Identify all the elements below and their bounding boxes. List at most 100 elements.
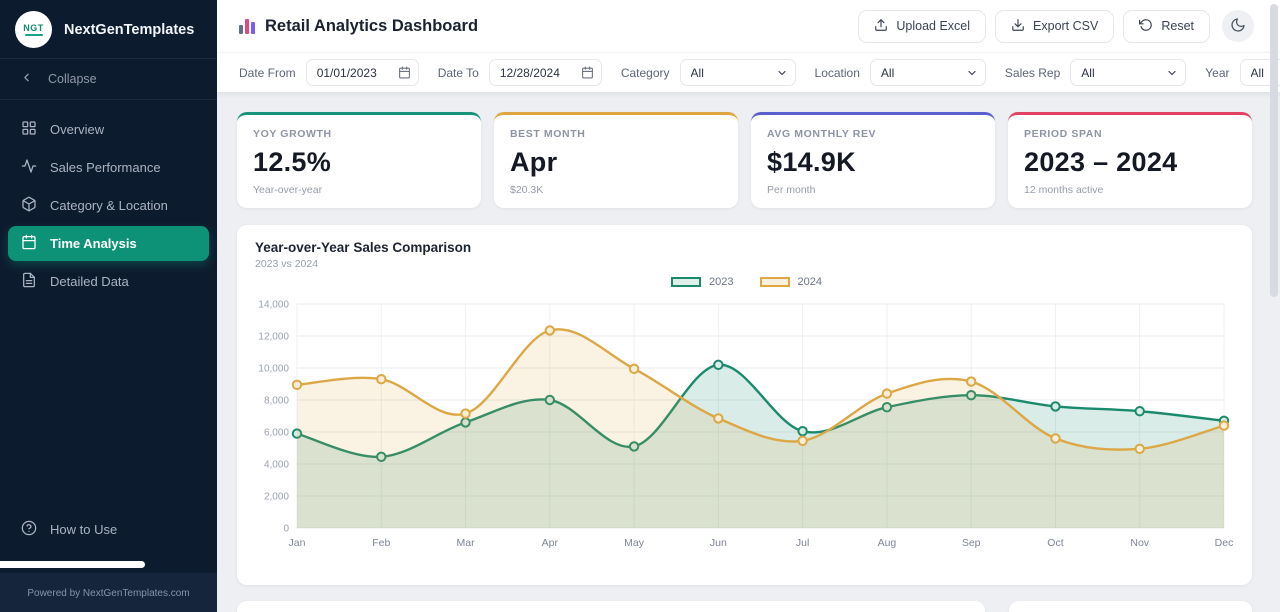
- kpi-sub: 12 months active: [1024, 184, 1236, 196]
- collapse-button[interactable]: Collapse: [0, 59, 217, 100]
- x-tick-label: Dec: [1215, 537, 1234, 549]
- category-select[interactable]: All: [680, 59, 796, 86]
- vertical-scrollbar-thumb[interactable]: [1270, 4, 1278, 297]
- filter-location: Location All: [815, 59, 986, 86]
- date-to-input[interactable]: [489, 59, 602, 86]
- main-area: Retail Analytics Dashboard Upload Excel …: [217, 0, 1280, 612]
- kpi-row: YOY GROWTH 12.5% Year-over-year BEST MON…: [237, 112, 1252, 208]
- sidebar-nav: Overview Sales Performance Category & Lo…: [0, 100, 217, 311]
- calendar-icon: [21, 234, 37, 253]
- data-point-2024: [1220, 421, 1228, 429]
- y-tick-label: 2,000: [264, 492, 289, 503]
- export-csv-button[interactable]: Export CSV: [995, 10, 1114, 43]
- x-tick-label: Aug: [878, 537, 897, 549]
- upload-icon: [874, 18, 888, 35]
- kpi-sub: Year-over-year: [253, 184, 465, 196]
- x-tick-label: May: [624, 537, 645, 549]
- data-point-2023: [798, 427, 806, 435]
- data-point-2024: [1136, 445, 1144, 453]
- header: Retail Analytics Dashboard Upload Excel …: [217, 0, 1280, 52]
- date-from-input[interactable]: [306, 59, 419, 86]
- data-point-2024: [293, 381, 301, 389]
- filter-year: Year All: [1205, 59, 1280, 86]
- sales-rep-select[interactable]: All: [1070, 59, 1186, 86]
- data-point-2024: [546, 326, 554, 334]
- help-circle-icon: [21, 520, 37, 539]
- chart-legend: 2023 2024: [255, 276, 1238, 288]
- moon-icon: [1230, 17, 1246, 36]
- y-tick-label: 4,000: [264, 460, 289, 471]
- x-tick-label: Sep: [962, 537, 981, 549]
- legend-label-2024: 2024: [798, 276, 822, 288]
- legend-item-2023[interactable]: 2023: [671, 276, 733, 288]
- package-icon: [21, 196, 37, 215]
- y-tick-label: 6,000: [264, 428, 289, 439]
- kpi-card-yoy-growth: YOY GROWTH 12.5% Year-over-year: [237, 112, 481, 208]
- chart-title: Year-over-Year Sales Comparison: [255, 240, 1238, 255]
- content-area: YOY GROWTH 12.5% Year-over-year BEST MON…: [217, 92, 1280, 612]
- sidebar-item-category-location[interactable]: Category & Location: [8, 188, 209, 223]
- kpi-label: PERIOD SPAN: [1024, 128, 1236, 140]
- data-point-2023: [1136, 407, 1144, 415]
- data-point-2023: [714, 361, 722, 369]
- sidebar-item-label: Detailed Data: [50, 274, 129, 289]
- upload-excel-label: Upload Excel: [896, 19, 970, 33]
- kpi-card-best-month: BEST MONTH Apr $20.3K: [494, 112, 738, 208]
- reset-button[interactable]: Reset: [1123, 10, 1210, 43]
- theme-toggle-button[interactable]: [1222, 10, 1254, 42]
- kpi-value: $14.9K: [767, 147, 979, 178]
- filter-bar: Date From Date To Category All: [217, 52, 1280, 92]
- y-tick-label: 14,000: [258, 300, 289, 311]
- sidebar-item-detailed-data[interactable]: Detailed Data: [8, 264, 209, 299]
- kpi-sub: Per month: [767, 184, 979, 196]
- date-to-label: Date To: [438, 66, 479, 80]
- powered-by-text: Powered by NextGenTemplates.com: [27, 588, 189, 599]
- sidebar-footer: Powered by NextGenTemplates.com: [0, 573, 217, 612]
- sidebar-item-label: Sales Performance: [50, 160, 161, 175]
- bar-chart-icon: [239, 18, 255, 34]
- sales-rep-label: Sales Rep: [1005, 66, 1060, 80]
- y-tick-label: 12,000: [258, 332, 289, 343]
- brand-row: NGT NextGenTemplates: [0, 0, 217, 59]
- location-select[interactable]: All: [870, 59, 986, 86]
- app-window: NGT NextGenTemplates Collapse Overview S…: [0, 0, 1280, 612]
- legend-swatch-2023: [671, 277, 701, 287]
- y-tick-label: 8,000: [264, 396, 289, 407]
- data-point-2024: [377, 375, 385, 383]
- sidebar-item-label: Time Analysis: [50, 236, 137, 251]
- sidebar-horizontal-scrollbar[interactable]: [0, 561, 145, 568]
- kpi-value: 12.5%: [253, 147, 465, 178]
- sidebar: NGT NextGenTemplates Collapse Overview S…: [0, 0, 217, 612]
- collapse-label: Collapse: [48, 72, 97, 86]
- rotate-ccw-icon: [1139, 18, 1153, 35]
- partial-card-right: [1009, 601, 1252, 612]
- activity-icon: [21, 158, 37, 177]
- reset-label: Reset: [1161, 19, 1194, 33]
- filter-date-from: Date From: [239, 59, 419, 86]
- how-to-use-button[interactable]: How to Use: [0, 510, 217, 549]
- x-tick-label: Mar: [456, 537, 475, 549]
- data-point-2023: [1051, 402, 1059, 410]
- x-tick-label: Nov: [1130, 537, 1149, 549]
- download-icon: [1011, 18, 1025, 35]
- sidebar-item-overview[interactable]: Overview: [8, 112, 209, 147]
- brand-logo-text: NGT: [23, 23, 44, 33]
- sidebar-item-label: Category & Location: [50, 198, 168, 213]
- sidebar-item-sales-performance[interactable]: Sales Performance: [8, 150, 209, 185]
- location-label: Location: [815, 66, 860, 80]
- sidebar-item-time-analysis[interactable]: Time Analysis: [8, 226, 209, 261]
- x-tick-label: Jul: [796, 537, 809, 549]
- kpi-value: 2023 – 2024: [1024, 147, 1236, 178]
- kpi-label: BEST MONTH: [510, 128, 722, 140]
- file-text-icon: [21, 272, 37, 291]
- kpi-sub: $20.3K: [510, 184, 722, 196]
- x-tick-label: Jan: [289, 537, 306, 549]
- data-point-2024: [461, 409, 469, 417]
- x-tick-label: Feb: [372, 537, 390, 549]
- x-tick-label: Oct: [1047, 537, 1063, 549]
- upload-excel-button[interactable]: Upload Excel: [858, 10, 986, 43]
- data-point-2024: [883, 389, 891, 397]
- legend-item-2024[interactable]: 2024: [760, 276, 822, 288]
- filter-date-to: Date To: [438, 59, 602, 86]
- data-point-2024: [714, 414, 722, 422]
